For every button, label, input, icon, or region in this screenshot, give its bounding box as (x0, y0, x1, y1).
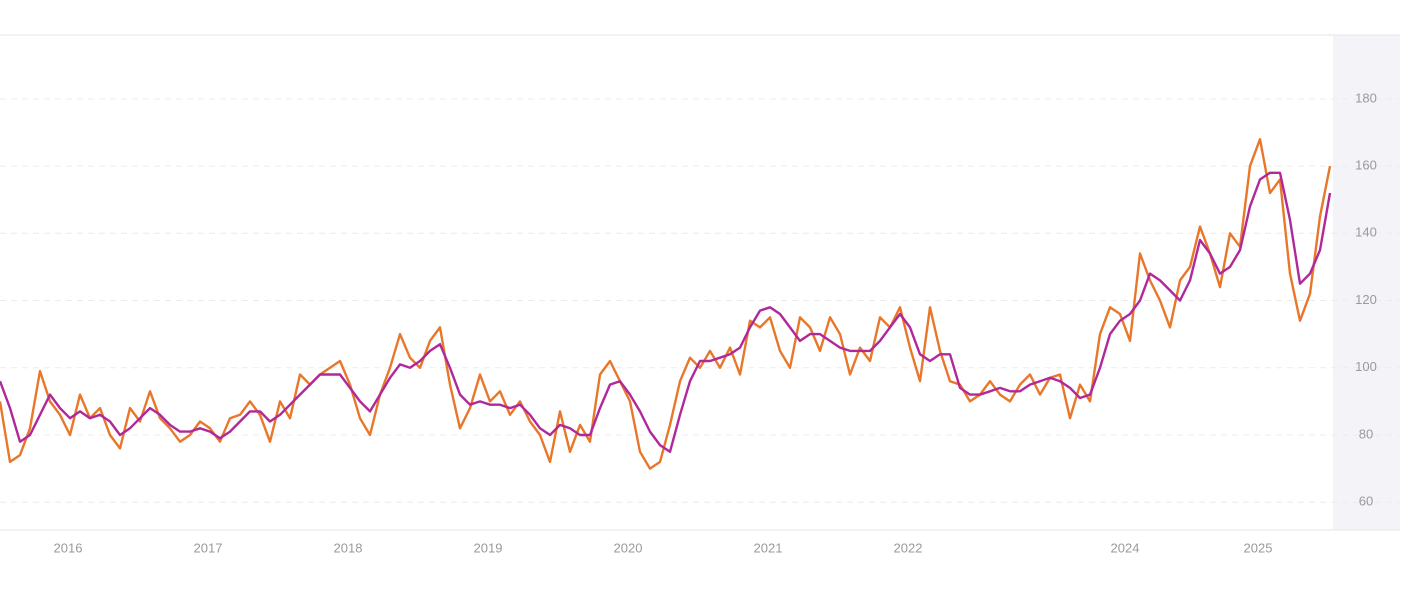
y-tick-label: 60 (1359, 494, 1373, 509)
line-series (0, 171, 1332, 453)
line-series (0, 138, 1332, 470)
x-tick-label: 2025 (1244, 540, 1273, 555)
x-tick-label: 2019 (474, 540, 503, 555)
y-tick-label: 160 (1355, 158, 1377, 173)
x-tick-label: 2017 (194, 540, 223, 555)
x-tick-label: 2022 (894, 540, 923, 555)
x-tick-label: 2020 (614, 540, 643, 555)
y-tick-label: 180 (1355, 90, 1377, 105)
axis-band (1333, 35, 1400, 530)
y-tick-label: 100 (1355, 359, 1377, 374)
x-tick-label: 2021 (754, 540, 783, 555)
x-tick-label: 2018 (334, 540, 363, 555)
y-tick-label: 120 (1355, 292, 1377, 307)
x-tick-label: 2024 (1111, 540, 1140, 555)
y-tick-label: 140 (1355, 225, 1377, 240)
x-tick-label: 2016 (54, 540, 83, 555)
y-tick-label: 80 (1359, 426, 1373, 441)
